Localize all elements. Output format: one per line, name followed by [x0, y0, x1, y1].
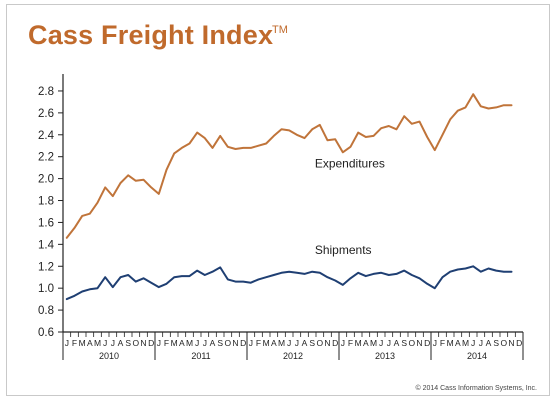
month-tick-label: A [210, 338, 216, 348]
month-tick-label: M [355, 338, 362, 348]
month-tick-label: J [471, 338, 475, 348]
month-tick-label: A [363, 338, 369, 348]
month-tick-label: J [295, 338, 299, 348]
y-tick-label: 1.2 [38, 261, 54, 273]
month-tick-label: J [249, 338, 253, 348]
month-tick-label: S [217, 338, 223, 348]
page-title: Cass Freight Index [28, 20, 274, 50]
month-tick-label: F [256, 338, 261, 348]
month-tick-label: N [324, 338, 330, 348]
month-tick-label: A [302, 338, 308, 348]
year-label: 2013 [375, 351, 395, 361]
month-tick-label: A [394, 338, 400, 348]
month-tick-label: M [94, 338, 101, 348]
copyright-notice: © 2014 Cass Information Systems, Inc. [415, 385, 538, 392]
month-tick-label: J [287, 338, 291, 348]
month-tick-label: J [341, 338, 345, 348]
month-tick-label: F [72, 338, 77, 348]
month-tick-label: F [440, 338, 445, 348]
month-tick-label: S [401, 338, 407, 348]
month-tick-label: M [278, 338, 285, 348]
month-tick-label: N [140, 338, 146, 348]
y-tick-label: 1.4 [38, 239, 55, 251]
series-line-expenditures [65, 93, 513, 239]
y-tick-label: 0.8 [38, 305, 54, 317]
month-tick-label: O [409, 338, 416, 348]
month-tick-label: M [263, 338, 270, 348]
month-tick-label: D [240, 338, 246, 348]
month-tick-label: M [79, 338, 86, 348]
month-tick-label: O [501, 338, 508, 348]
year-label: 2011 [191, 351, 210, 361]
y-tick-label: 1.8 [38, 196, 54, 208]
y-tick-label: 2.8 [38, 86, 54, 98]
month-tick-label: A [118, 338, 124, 348]
y-tick-label: 2.6 [38, 108, 54, 120]
month-tick-label: S [493, 338, 499, 348]
series-annotation-expenditures: Expenditures [315, 157, 385, 171]
y-tick-label: 2.0 [38, 174, 54, 186]
month-tick-label: J [111, 338, 115, 348]
month-tick-label: A [455, 338, 461, 348]
y-tick-label: 2.4 [38, 130, 55, 142]
y-tick-label: 1.0 [38, 283, 54, 295]
month-tick-label: N [232, 338, 238, 348]
month-tick-label: O [133, 338, 140, 348]
month-tick-label: D [424, 338, 430, 348]
month-tick-label: O [317, 338, 324, 348]
month-tick-label: J [479, 338, 483, 348]
month-tick-label: J [157, 338, 161, 348]
month-tick-label: F [348, 338, 353, 348]
month-tick-label: J [65, 338, 69, 348]
month-tick-label: S [309, 338, 315, 348]
month-tick-label: J [203, 338, 207, 348]
month-tick-label: N [416, 338, 422, 348]
month-tick-label: S [125, 338, 131, 348]
month-tick-label: A [486, 338, 492, 348]
month-tick-label: D [148, 338, 154, 348]
month-tick-label: M [186, 338, 193, 348]
month-tick-label: J [433, 338, 437, 348]
month-tick-label: D [332, 338, 338, 348]
series-annotation-shipments: Shipments [315, 243, 372, 257]
month-tick-label: M [447, 338, 454, 348]
month-tick-label: A [179, 338, 185, 348]
month-tick-label: N [508, 338, 514, 348]
year-label: 2014 [467, 351, 487, 361]
month-tick-label: J [379, 338, 383, 348]
y-tick-label: 0.6 [38, 327, 54, 339]
year-label: 2010 [99, 351, 119, 361]
month-tick-label: M [370, 338, 377, 348]
trademark-mark: TM [272, 24, 288, 36]
month-tick-label: M [462, 338, 469, 348]
month-tick-label: A [87, 338, 93, 348]
month-tick-label: M [171, 338, 178, 348]
month-tick-label: F [164, 338, 169, 348]
month-tick-label: J [387, 338, 391, 348]
month-tick-label: D [516, 338, 522, 348]
chart-frame [6, 4, 550, 396]
month-tick-label: J [195, 338, 199, 348]
month-tick-label: A [271, 338, 277, 348]
year-label: 2012 [283, 351, 303, 361]
month-tick-label: O [225, 338, 232, 348]
y-tick-label: 2.2 [38, 152, 54, 164]
series-line-shipments [65, 265, 513, 301]
y-tick-label: 1.6 [38, 217, 54, 229]
month-tick-label: J [103, 338, 107, 348]
